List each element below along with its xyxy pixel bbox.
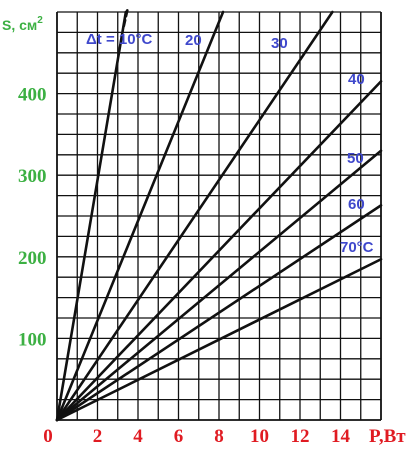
x-tick-label: 0	[43, 426, 53, 447]
y-tick-label: 300	[18, 166, 47, 187]
x-axis-title: P,Вт	[369, 426, 406, 447]
series-label-1: 20	[185, 32, 202, 49]
x-tick-label: 6	[174, 426, 184, 447]
series-line-5	[55, 204, 383, 422]
x-tick-label: 4	[133, 426, 143, 447]
chart-series-lines	[55, 6, 383, 422]
series-label-5: 60	[348, 196, 365, 213]
series-line-2	[55, 10, 334, 422]
series-line-0	[55, 10, 128, 422]
series-label-0: Δt = 10°C	[86, 31, 153, 48]
series-label-3: 40	[348, 71, 365, 88]
series-line-0-tail	[122, 6, 130, 28]
series-line-3	[55, 80, 383, 422]
x-tick-label: 14	[331, 426, 351, 447]
series-line-4	[55, 149, 383, 422]
y-axis-title: S, см2	[2, 15, 43, 33]
x-tick-label: 12	[291, 426, 310, 447]
x-tick-label: 2	[93, 426, 103, 447]
series-label-4: 50	[347, 150, 364, 167]
series-label-6: 70°C	[340, 239, 374, 256]
y-tick-label: 100	[18, 329, 47, 350]
y-tick-label: 400	[18, 85, 47, 106]
chart-grid	[56, 11, 382, 421]
series-label-2: 30	[271, 35, 288, 52]
y-tick-label: 200	[18, 248, 47, 269]
series-line-1	[55, 10, 225, 422]
series-line-6	[55, 257, 383, 422]
x-tick-label: 10	[250, 426, 269, 447]
x-tick-label: 8	[214, 426, 224, 447]
chart-labels: S, см2 P,Вт Δt = 10°C 20 3040506070°C10020…	[2, 15, 406, 447]
